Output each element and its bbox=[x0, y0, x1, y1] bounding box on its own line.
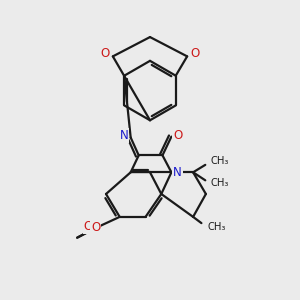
Text: N: N bbox=[173, 166, 182, 179]
Text: O: O bbox=[84, 220, 93, 233]
Text: CH₃: CH₃ bbox=[211, 178, 229, 188]
Text: CH₃: CH₃ bbox=[207, 222, 226, 232]
Text: N: N bbox=[120, 129, 128, 142]
Text: O: O bbox=[190, 47, 199, 61]
Text: CH₃: CH₃ bbox=[211, 156, 229, 166]
Text: O: O bbox=[101, 47, 110, 61]
Text: O: O bbox=[91, 221, 101, 234]
Text: O: O bbox=[173, 129, 183, 142]
